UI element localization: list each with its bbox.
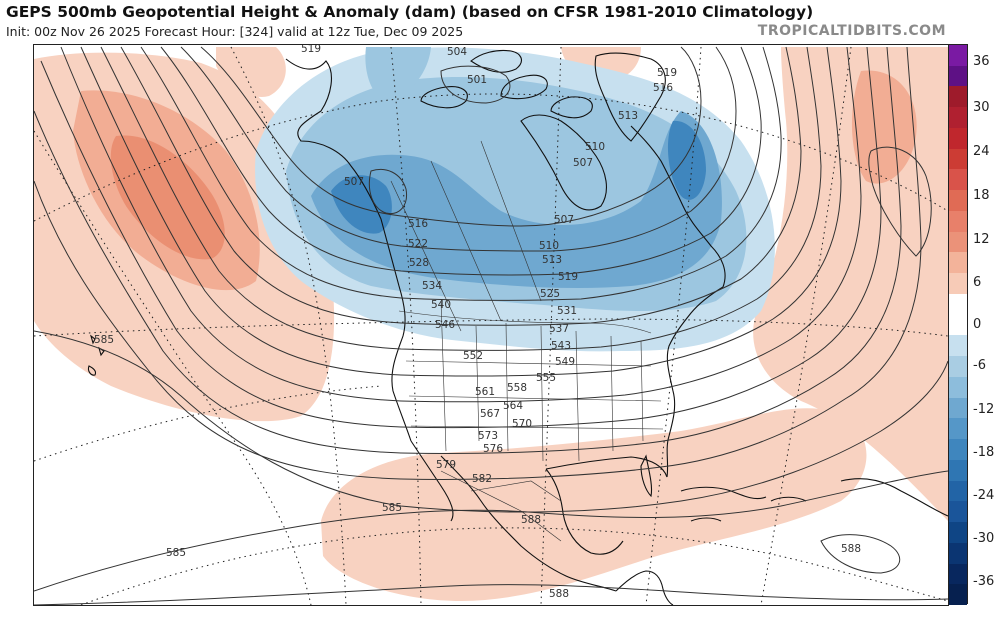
contour-label: 540 (431, 299, 451, 311)
contour-label: 516 (408, 218, 428, 230)
contour-label: 588 (521, 514, 541, 526)
pacific-ridge-anomaly-max (110, 135, 225, 260)
colorbar-label: 36 (973, 54, 990, 69)
colorbar-segment (949, 584, 967, 606)
contour-label: 519 (301, 45, 321, 55)
contour-label: 513 (542, 254, 562, 266)
colorbar-segment (949, 314, 967, 336)
trough-anomaly-core-east (667, 120, 706, 200)
contour-label: 552 (463, 350, 483, 362)
colorbar-segment (949, 293, 967, 316)
contour-label: 555 (536, 372, 556, 384)
contour-label: 528 (409, 257, 429, 269)
colorbar-label: 24 (973, 144, 990, 159)
colorbar-segment (949, 148, 967, 170)
contour-label: 525 (540, 288, 560, 300)
contour-label: 543 (551, 340, 571, 352)
contour-label: 507 (344, 176, 364, 188)
height-contours (34, 46, 948, 605)
contour-label: 549 (555, 356, 575, 368)
contour-label: 576 (483, 443, 503, 455)
contour-label: 588 (549, 588, 569, 600)
map-subtitle: Init: 00z Nov 26 2025 Forecast Hour: [32… (6, 24, 464, 39)
contour-label: 534 (422, 280, 442, 292)
contour-label: 522 (408, 238, 428, 250)
colorbar-segment (949, 397, 967, 419)
colorbar-segment (949, 418, 967, 440)
colorbar-segment (949, 439, 967, 461)
contour-label: 564 (503, 400, 523, 412)
contour-label: 561 (475, 386, 495, 398)
anomaly-colorbar (948, 44, 968, 606)
arctic-cold-anomaly (365, 47, 431, 101)
contour-label: 507 (573, 157, 593, 169)
contour-label: 519 (558, 271, 578, 283)
colorbar-label: 0 (973, 317, 982, 332)
contour-label: 585 (94, 334, 114, 346)
map-title: GEPS 500mb Geopotential Height & Anomaly… (6, 3, 814, 21)
colorbar-segment (949, 522, 967, 544)
atlantic-ridge-anomaly-core (851, 70, 917, 184)
contour-label: 585 (382, 502, 402, 514)
contour-label: 510 (539, 240, 559, 252)
graticule (34, 46, 948, 605)
trough-anomaly-core-west (331, 175, 392, 234)
contour-label: 582 (472, 473, 492, 485)
colorbar-segment (949, 356, 967, 378)
colorbar-label: 12 (973, 232, 990, 247)
contour-label: 507 (554, 214, 574, 226)
contour-label: 558 (507, 382, 527, 394)
contour-label: 588 (841, 543, 861, 555)
colorbar-label: -18 (973, 445, 995, 460)
colorbar-segment (949, 190, 967, 212)
contour-label: 573 (478, 430, 498, 442)
colorbar-segment (949, 252, 967, 274)
contour-label: 510 (585, 141, 605, 153)
contour-label: 516 (653, 82, 673, 94)
colorbar-label: 30 (973, 100, 990, 115)
colorbar-segment (949, 86, 967, 108)
source-watermark: TROPICALTIDBITS.COM (757, 23, 946, 39)
contour-label: 570 (512, 418, 532, 430)
colorbar-segment (949, 169, 967, 191)
colorbar-label: -6 (973, 358, 986, 373)
colorbar-label: -30 (973, 531, 995, 546)
contour-label: 579 (436, 459, 456, 471)
colorbar-segment (949, 501, 967, 523)
colorbar-segment (949, 480, 967, 502)
map-panel: 519 504 501 519 516 513 510 507 507 507 516 510 522 5… (33, 44, 949, 606)
alaska-warm-anomaly (216, 47, 286, 97)
negative-anomaly-areas (255, 47, 775, 352)
contour-label: 546 (435, 319, 455, 331)
contour-label: 519 (657, 67, 677, 79)
colorbar-label: -36 (973, 574, 995, 589)
colorbar-segment (949, 542, 967, 564)
contour-labels: 519 504 501 519 516 513 510 507 507 507 516 510 522 5… (94, 45, 861, 600)
colorbar-segment (949, 127, 967, 150)
colorbar-label: 18 (973, 188, 990, 203)
contour-label: 531 (557, 305, 577, 317)
colorbar-label: -12 (973, 402, 995, 417)
colorbar-segment (949, 45, 967, 67)
colorbar-segment (949, 273, 967, 295)
colorbar-segment (949, 335, 967, 357)
colorbar-segment (949, 231, 967, 253)
contour-label: 513 (618, 110, 638, 122)
colorbar-label: 6 (973, 275, 982, 290)
contour-label: 567 (480, 408, 500, 420)
contour-label: 504 (447, 46, 467, 58)
trough-anomaly-inner (311, 111, 722, 289)
southern-tier-anomaly (321, 408, 867, 601)
colorbar-segment (949, 459, 967, 482)
colorbar-segment (949, 376, 967, 399)
contour-label: 537 (549, 323, 569, 335)
colorbar-segment (949, 65, 967, 87)
colorbar-label: -24 (973, 488, 995, 503)
contour-label: 585 (166, 547, 186, 559)
contour-label: 501 (467, 74, 487, 86)
colorbar-segment (949, 210, 967, 233)
colorbar-segment (949, 563, 967, 585)
map-canvas: 519 504 501 519 516 513 510 507 507 507 516 510 522 5… (34, 45, 948, 605)
colorbar-segment (949, 107, 967, 129)
